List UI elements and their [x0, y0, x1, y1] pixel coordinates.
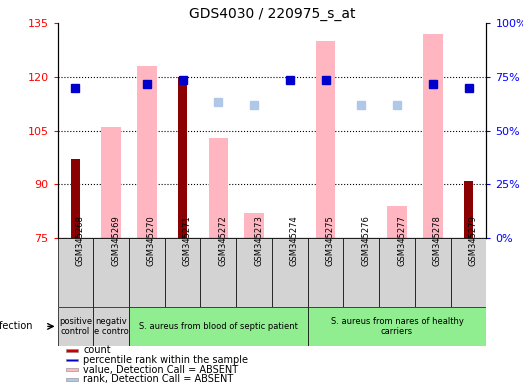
- Text: GSM345273: GSM345273: [254, 215, 263, 266]
- Bar: [464, 181, 473, 238]
- Text: GSM345268: GSM345268: [75, 215, 84, 266]
- Text: negativ
e contro: negativ e contro: [94, 317, 129, 336]
- Text: infection: infection: [0, 321, 32, 331]
- Bar: [308, 238, 344, 307]
- Text: GSM345276: GSM345276: [361, 215, 370, 266]
- Bar: [415, 238, 451, 307]
- Bar: [71, 159, 80, 238]
- Bar: [129, 238, 165, 307]
- Text: value, Detection Call = ABSENT: value, Detection Call = ABSENT: [83, 364, 238, 375]
- Text: count: count: [83, 345, 111, 356]
- Bar: [66, 368, 78, 371]
- Bar: [129, 307, 308, 346]
- Text: S. aureus from nares of healthy
carriers: S. aureus from nares of healthy carriers: [331, 317, 463, 336]
- Bar: [66, 378, 78, 381]
- Text: GSM345277: GSM345277: [397, 215, 406, 266]
- Bar: [387, 206, 407, 238]
- Bar: [58, 307, 93, 346]
- Bar: [423, 34, 442, 238]
- Text: GSM345274: GSM345274: [290, 215, 299, 265]
- Bar: [200, 238, 236, 307]
- Bar: [379, 238, 415, 307]
- Bar: [165, 238, 200, 307]
- Bar: [316, 41, 335, 238]
- Text: GSM345269: GSM345269: [111, 215, 120, 265]
- Text: S. aureus from blood of septic patient: S. aureus from blood of septic patient: [139, 322, 298, 331]
- Text: GSM345278: GSM345278: [433, 215, 442, 266]
- Bar: [236, 238, 272, 307]
- Text: positive
control: positive control: [59, 317, 92, 336]
- Bar: [93, 307, 129, 346]
- Text: GSM345270: GSM345270: [147, 215, 156, 265]
- Bar: [451, 238, 486, 307]
- Bar: [272, 238, 308, 307]
- Bar: [93, 238, 129, 307]
- Bar: [66, 359, 78, 361]
- Bar: [244, 213, 264, 238]
- Bar: [178, 77, 187, 238]
- Bar: [137, 66, 157, 238]
- Text: percentile rank within the sample: percentile rank within the sample: [83, 355, 248, 365]
- Text: GSM345271: GSM345271: [183, 215, 191, 265]
- Bar: [209, 138, 228, 238]
- Bar: [66, 349, 78, 352]
- Text: rank, Detection Call = ABSENT: rank, Detection Call = ABSENT: [83, 374, 233, 384]
- Bar: [58, 238, 93, 307]
- Bar: [308, 307, 486, 346]
- Text: GSM345279: GSM345279: [469, 215, 477, 265]
- Text: GSM345272: GSM345272: [219, 215, 228, 265]
- Bar: [101, 127, 121, 238]
- Title: GDS4030 / 220975_s_at: GDS4030 / 220975_s_at: [189, 7, 355, 21]
- Bar: [344, 238, 379, 307]
- Text: GSM345275: GSM345275: [325, 215, 335, 265]
